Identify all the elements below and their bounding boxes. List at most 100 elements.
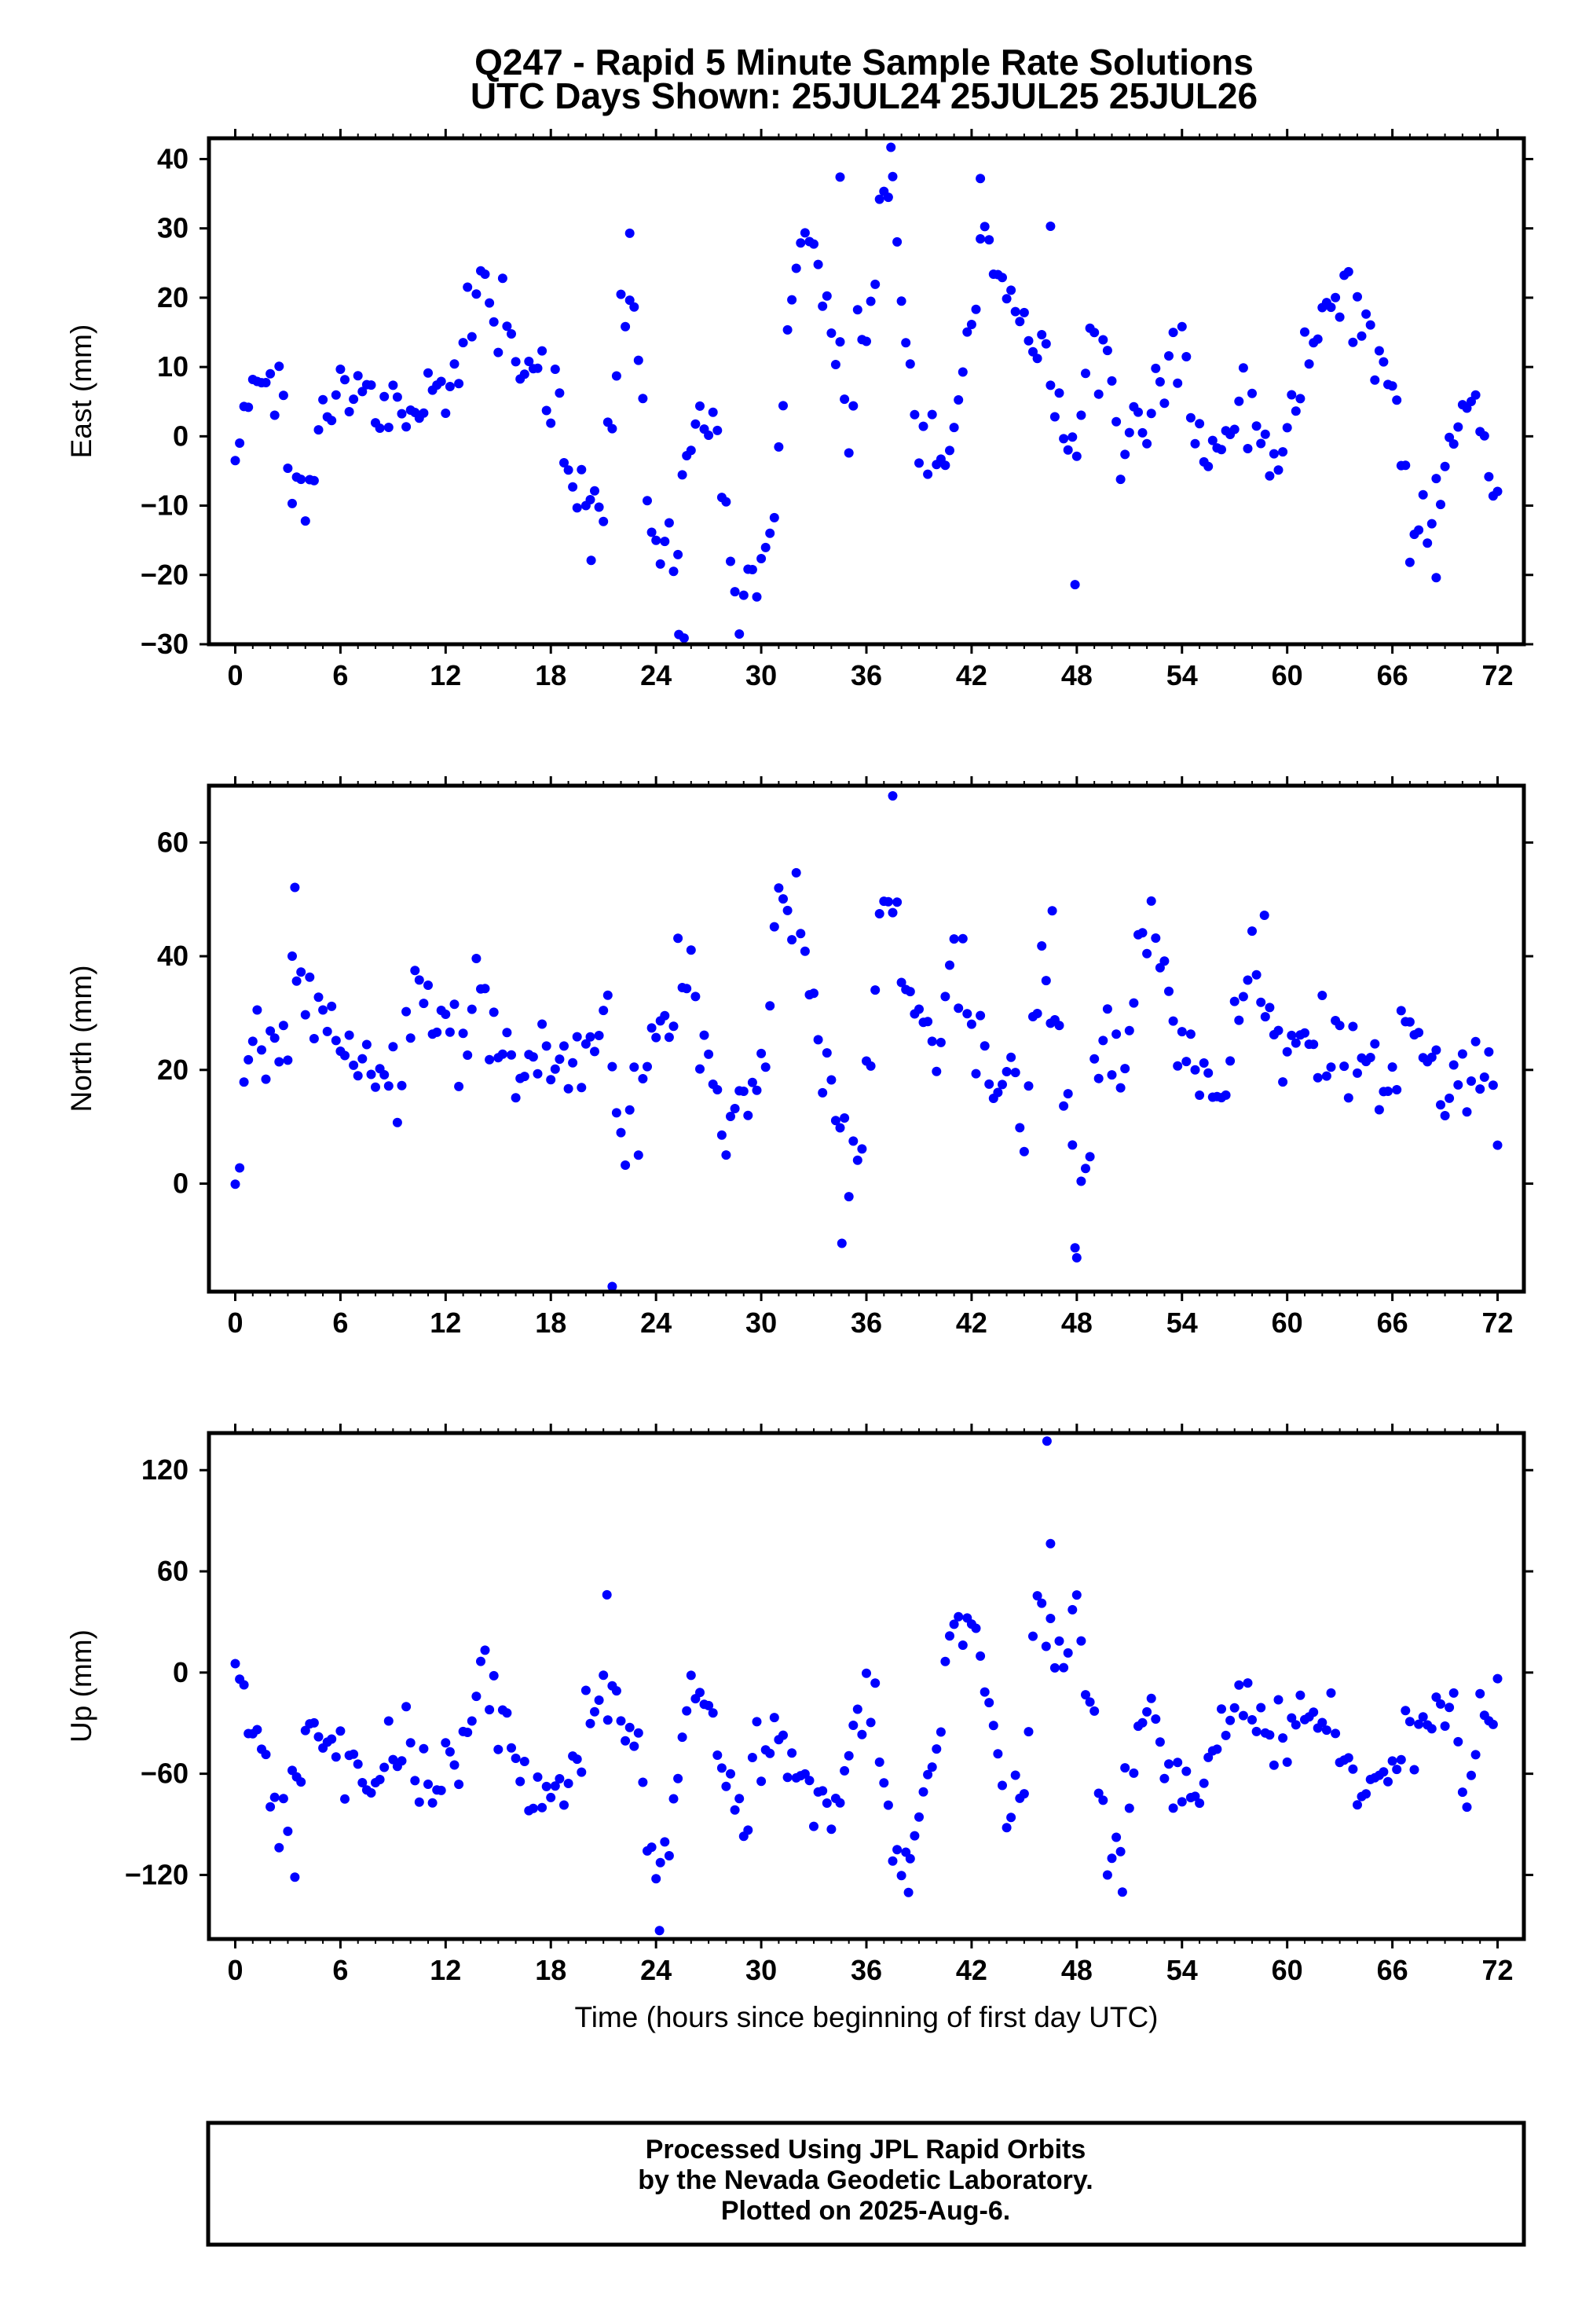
x-tick-label: 42 <box>956 659 987 691</box>
data-point <box>673 1773 683 1783</box>
data-point <box>646 1023 657 1033</box>
data-point <box>1287 390 1297 400</box>
x-tick-label: 0 <box>227 1307 243 1339</box>
data-point <box>1396 1006 1406 1016</box>
data-point <box>1365 1053 1375 1062</box>
data-point <box>782 1772 793 1783</box>
data-point <box>563 465 573 475</box>
data-point <box>1155 377 1165 387</box>
data-point <box>287 498 297 508</box>
x-tick-label: 72 <box>1481 1954 1513 1986</box>
data-point <box>945 960 954 970</box>
data-point <box>1426 519 1437 529</box>
data-point <box>524 357 534 366</box>
data-point <box>822 1048 832 1058</box>
data-point <box>835 1798 845 1808</box>
data-point <box>616 1716 626 1726</box>
data-point <box>449 359 460 369</box>
data-point <box>379 391 390 401</box>
data-point <box>366 1788 376 1798</box>
data-point <box>528 1052 538 1062</box>
data-point <box>375 423 385 433</box>
x-tick-label: 60 <box>1272 1307 1303 1339</box>
y-tick-label: 40 <box>157 940 189 972</box>
data-point <box>852 305 862 315</box>
x-tick-label: 18 <box>535 1307 566 1339</box>
data-point <box>1361 1789 1371 1799</box>
data-point <box>984 235 994 245</box>
data-point <box>1300 327 1309 337</box>
data-point <box>1190 1065 1200 1075</box>
data-point <box>602 1715 613 1725</box>
data-point <box>1348 337 1358 347</box>
data-point <box>550 1781 560 1791</box>
data-point <box>283 464 293 473</box>
data-point <box>331 1036 341 1046</box>
data-point <box>1098 335 1108 345</box>
data-point <box>1317 991 1327 1000</box>
data-point <box>1295 1690 1306 1700</box>
data-point <box>392 1117 402 1127</box>
data-point <box>830 1116 840 1126</box>
data-point <box>1225 1715 1236 1725</box>
data-point <box>261 1750 271 1760</box>
data-point <box>958 1640 968 1650</box>
data-point <box>980 222 990 232</box>
data-point <box>515 1776 525 1787</box>
data-point <box>1259 911 1269 920</box>
data-point <box>1089 328 1100 338</box>
data-point <box>927 409 937 420</box>
data-point <box>533 363 543 373</box>
data-point <box>621 321 631 332</box>
data-point <box>423 981 433 990</box>
data-point <box>629 1741 639 1751</box>
data-point <box>1120 1064 1130 1074</box>
data-point <box>230 1659 240 1669</box>
data-point <box>874 909 884 918</box>
data-point <box>252 1005 262 1015</box>
data-point <box>1348 1021 1358 1032</box>
data-point <box>1431 573 1441 583</box>
data-point <box>971 304 981 314</box>
data-point <box>366 380 376 390</box>
x-tick-label: 12 <box>430 659 461 691</box>
data-point <box>809 1821 818 1831</box>
data-point <box>401 422 412 432</box>
data-point <box>1168 328 1178 338</box>
data-point <box>261 378 271 387</box>
data-point <box>945 1631 954 1641</box>
data-point <box>1054 388 1064 398</box>
y-tick-label: 30 <box>157 212 189 244</box>
data-point <box>1234 396 1244 406</box>
data-point <box>616 289 626 299</box>
data-point <box>1448 439 1459 449</box>
data-point <box>1475 1084 1485 1094</box>
data-point <box>1037 1598 1047 1608</box>
x-tick-label: 54 <box>1166 659 1198 691</box>
data-point <box>1111 416 1122 427</box>
data-point <box>998 1780 1007 1791</box>
data-point <box>936 1727 946 1737</box>
data-point <box>1374 1105 1384 1115</box>
data-point <box>1047 906 1057 916</box>
data-point <box>471 289 482 299</box>
data-point <box>787 935 797 945</box>
data-point <box>344 1030 354 1040</box>
x-tick-label: 36 <box>851 1954 882 1986</box>
data-point <box>1256 1703 1266 1713</box>
x-tick-label: 18 <box>535 659 566 691</box>
data-point <box>497 1049 507 1059</box>
data-point <box>888 171 898 181</box>
x-tick-label: 30 <box>745 1307 777 1339</box>
data-point <box>537 1019 547 1029</box>
data-point <box>278 1021 288 1031</box>
data-point <box>1137 928 1148 938</box>
data-point <box>976 1651 986 1661</box>
data-point <box>313 1732 324 1742</box>
data-point <box>1032 1591 1042 1601</box>
data-point <box>419 1743 429 1754</box>
data-point <box>954 395 964 405</box>
data-point <box>712 425 723 435</box>
data-point <box>998 273 1007 283</box>
data-point <box>1357 331 1367 341</box>
